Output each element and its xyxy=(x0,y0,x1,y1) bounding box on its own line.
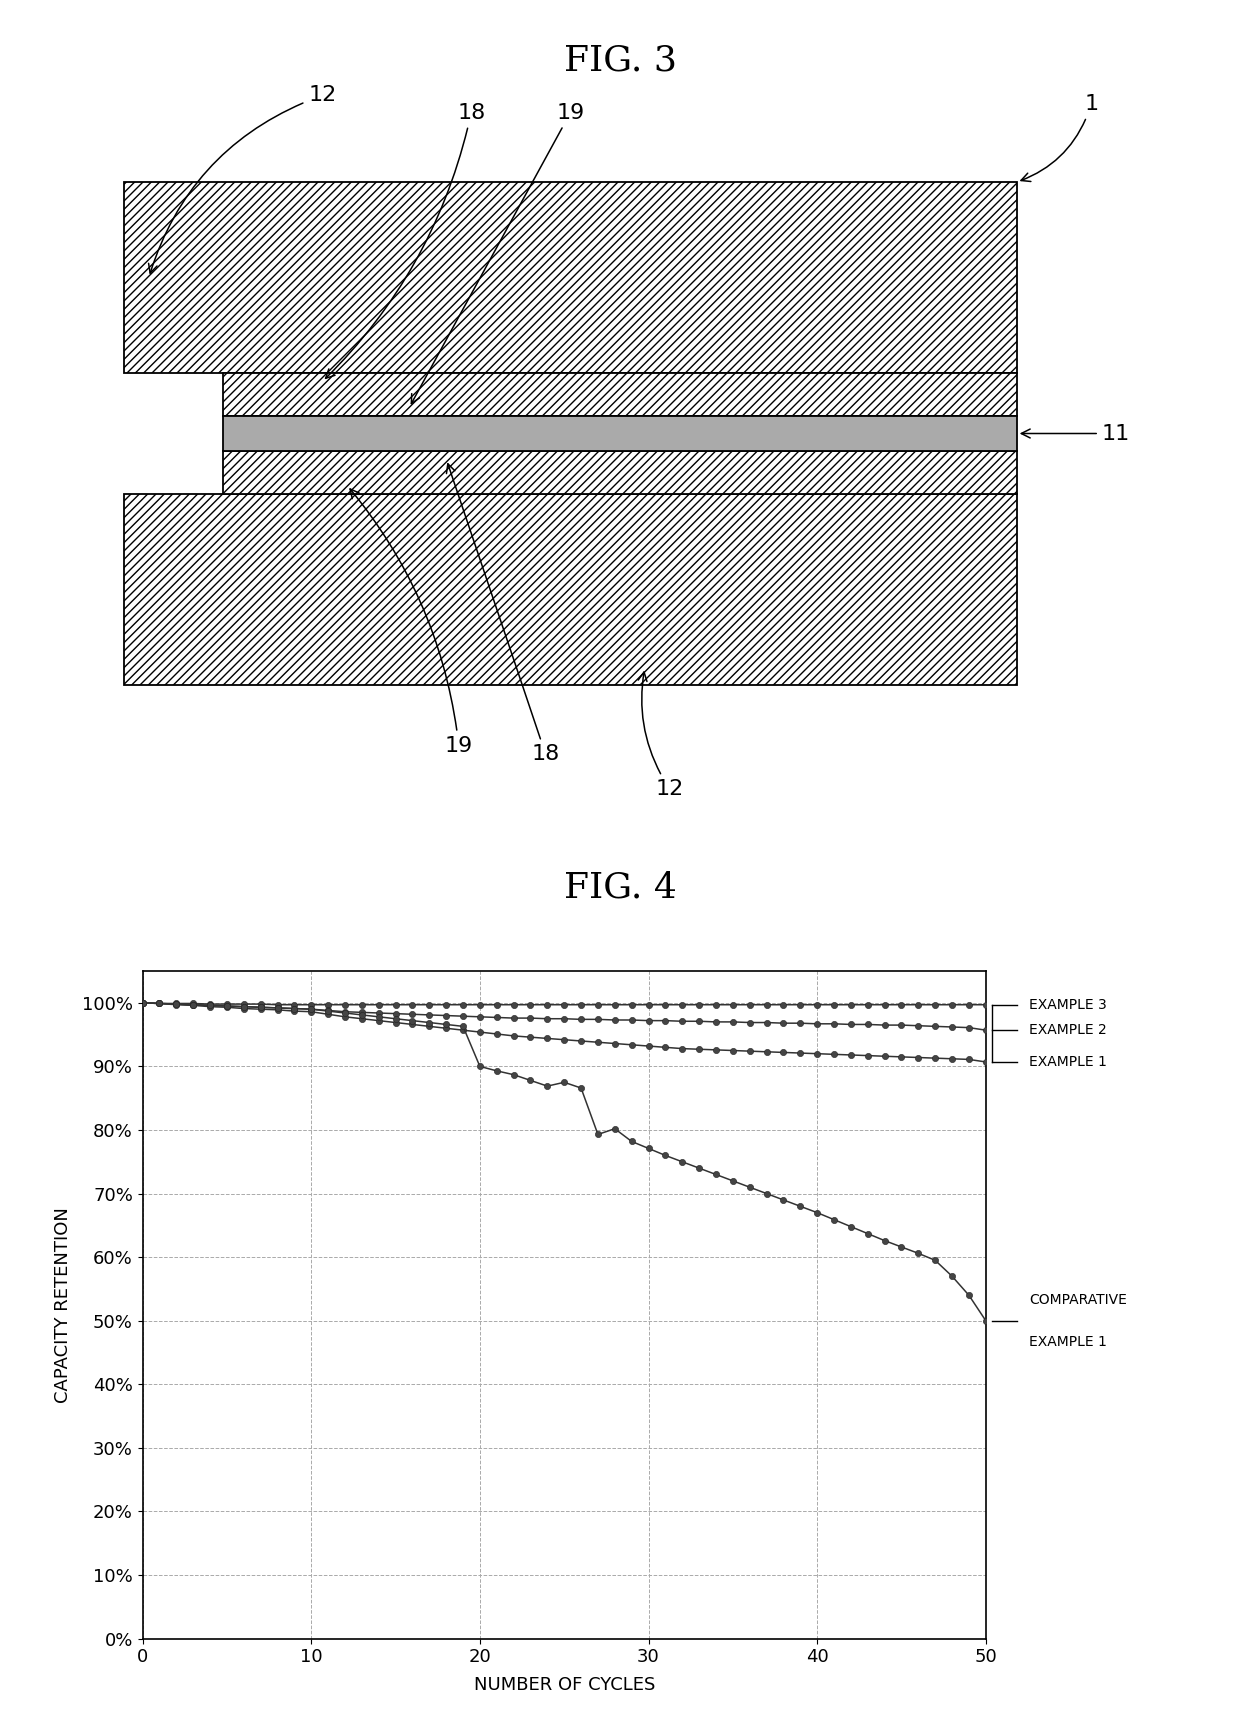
Text: EXAMPLE 1: EXAMPLE 1 xyxy=(1029,1335,1107,1349)
Text: 19: 19 xyxy=(412,102,584,404)
Text: FIG. 4: FIG. 4 xyxy=(563,870,677,905)
Text: 18: 18 xyxy=(446,463,559,765)
Bar xyxy=(223,373,1017,416)
X-axis label: NUMBER OF CYCLES: NUMBER OF CYCLES xyxy=(474,1677,655,1694)
Bar xyxy=(223,451,1017,494)
Text: EXAMPLE 2: EXAMPLE 2 xyxy=(1029,1023,1107,1037)
Bar xyxy=(223,416,1017,451)
Y-axis label: CAPACITY RETENTION: CAPACITY RETENTION xyxy=(55,1207,72,1403)
Text: 12: 12 xyxy=(639,673,683,799)
Text: 19: 19 xyxy=(350,489,472,756)
Bar xyxy=(124,182,1017,373)
Text: 18: 18 xyxy=(326,102,485,378)
Text: FIG. 3: FIG. 3 xyxy=(563,43,677,78)
Text: COMPARATIVE: COMPARATIVE xyxy=(1029,1294,1127,1307)
Text: 1: 1 xyxy=(1021,94,1099,182)
Text: 11: 11 xyxy=(1022,423,1130,444)
Text: 12: 12 xyxy=(149,85,336,274)
Text: EXAMPLE 3: EXAMPLE 3 xyxy=(1029,997,1107,1011)
Text: EXAMPLE 1: EXAMPLE 1 xyxy=(1029,1054,1107,1068)
Bar xyxy=(124,494,1017,685)
